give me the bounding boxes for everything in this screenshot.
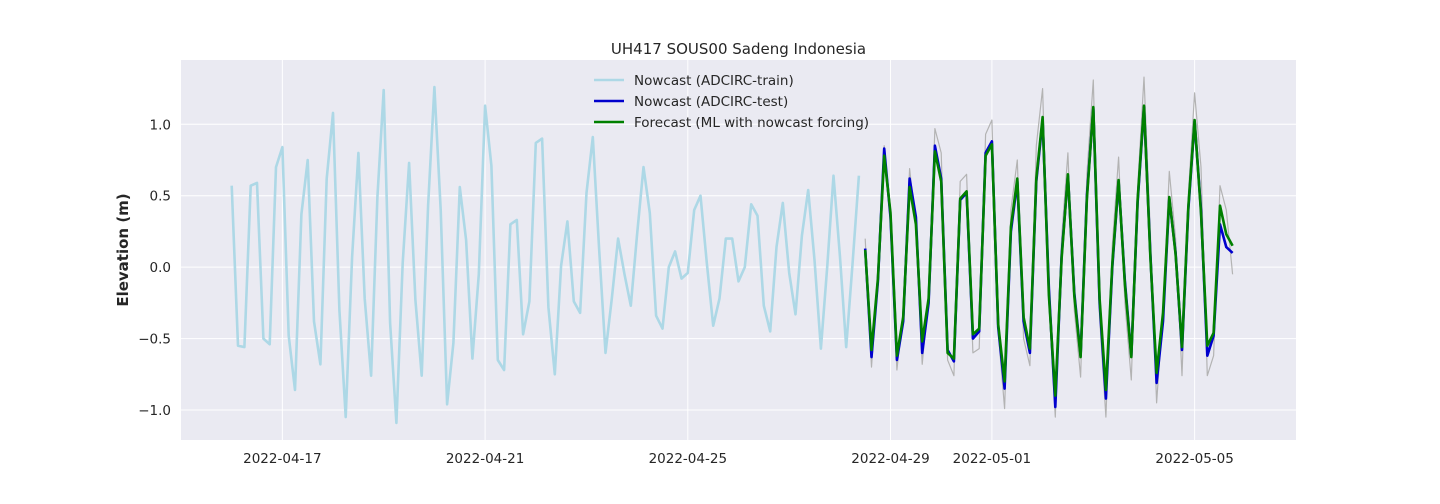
y-axis: −1.0 −0.5 0.0 0.5 1.0 — [138, 117, 171, 419]
x-tick-label: 2022-05-01 — [953, 451, 1031, 467]
x-axis: 2022-04-17 2022-04-21 2022-04-25 2022-04-29… — [243, 451, 1234, 467]
series-line-forecast-ml-with-nowcast-forcing — [863, 104, 1234, 398]
x-tick-label: 2022-04-17 — [243, 451, 321, 467]
series-line-nowcast-adcirc-train — [230, 85, 861, 425]
x-tick-label: 2022-04-25 — [649, 451, 727, 467]
x-tick-label: 2022-04-29 — [851, 451, 929, 467]
y-tick-label: −1.0 — [138, 403, 171, 419]
y-tick-label: 1.0 — [150, 117, 171, 133]
legend-label: Nowcast (ADCIRC-train) — [634, 73, 794, 89]
series-layer — [230, 76, 1234, 425]
y-tick-label: −0.5 — [138, 332, 171, 348]
y-tick-label: 0.0 — [150, 260, 171, 276]
y-axis-label: Elevation (m) — [114, 193, 132, 306]
x-tick-label: 2022-05-05 — [1155, 451, 1233, 467]
y-tick-label: 0.5 — [150, 189, 171, 205]
legend-label: Nowcast (ADCIRC-test) — [634, 94, 788, 110]
chart-title: UH417 SOUS00 Sadeng Indonesia — [611, 40, 866, 58]
legend-label: Forecast (ML with nowcast forcing) — [634, 115, 869, 131]
plot-background — [181, 60, 1296, 440]
legend: Nowcast (ADCIRC-train) Nowcast (ADCIRC-te… — [594, 73, 869, 131]
x-tick-label: 2022-04-21 — [446, 451, 524, 467]
